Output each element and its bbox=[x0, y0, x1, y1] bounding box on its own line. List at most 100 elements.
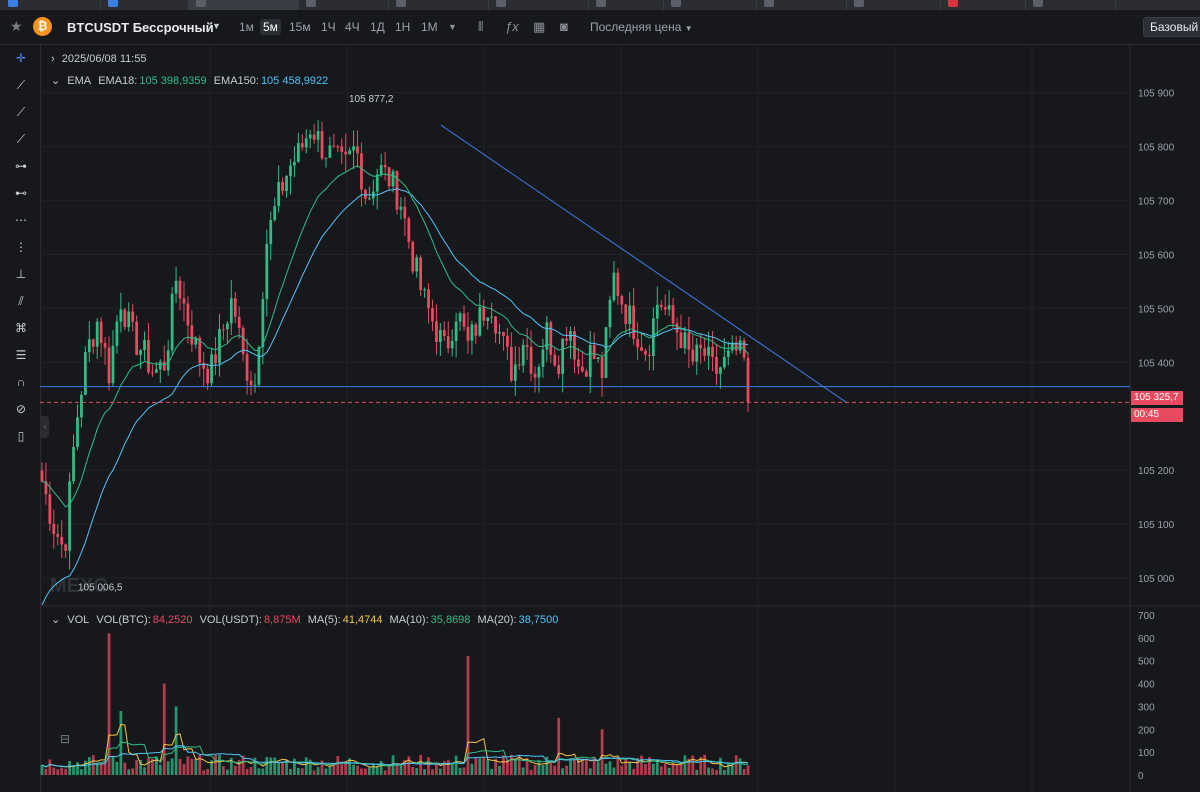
ray-icon[interactable]: ⟋ bbox=[16, 105, 26, 119]
volume-bar bbox=[462, 767, 466, 775]
candle-body bbox=[383, 165, 387, 168]
candle-body bbox=[190, 325, 194, 345]
browser-tab[interactable] bbox=[663, 0, 757, 10]
parallel-channel-icon[interactable]: ⫽ bbox=[18, 294, 24, 308]
mexc-watermark: MEXC bbox=[50, 575, 108, 597]
browser-tab[interactable] bbox=[488, 0, 589, 10]
volume-legend[interactable]: ⌄ VOL VOL(BTC): 84,2520 VOL(USDT): 8,875M … bbox=[51, 613, 562, 626]
crosshair-icon[interactable]: ✛ bbox=[15, 51, 27, 65]
candle-body bbox=[703, 348, 707, 356]
trend-line-icon[interactable]: ⟋ bbox=[16, 78, 26, 92]
candle-body bbox=[695, 344, 699, 362]
browser-tab[interactable] bbox=[846, 0, 941, 10]
interval-more-icon[interactable]: ▼ bbox=[448, 22, 457, 32]
horizontal-segment-icon[interactable]: ⋯ bbox=[15, 213, 27, 227]
browser-tab[interactable] bbox=[0, 0, 101, 10]
price-tick-label: 105 000 bbox=[1138, 574, 1175, 585]
interval-1h[interactable]: 1Ч bbox=[321, 20, 336, 34]
candle-body bbox=[328, 145, 332, 158]
ema-legend[interactable]: ⌄ EMA EMA18: 105 398,9359 EMA150: 105 458,… bbox=[51, 74, 332, 87]
volume-tick-label: 600 bbox=[1138, 634, 1155, 645]
candle-body bbox=[557, 365, 561, 374]
interval-1w[interactable]: 1Н bbox=[395, 20, 411, 34]
volume-bar bbox=[431, 769, 434, 775]
candle-body bbox=[379, 165, 383, 175]
candle-body bbox=[127, 311, 131, 327]
camera-icon[interactable]: ◙ bbox=[560, 19, 568, 34]
price-type-select[interactable]: Последняя цена ▼ bbox=[590, 20, 693, 34]
favorite-star-icon[interactable]: ★ bbox=[10, 18, 23, 34]
indicators-icon[interactable]: ƒx bbox=[505, 19, 519, 34]
candle-type-icon[interactable]: ⫴ bbox=[478, 19, 484, 34]
base-view-button[interactable]: Базовый bbox=[1143, 17, 1200, 37]
interval-15m[interactable]: 15м bbox=[289, 20, 311, 34]
ema-label: EMA bbox=[67, 75, 92, 87]
browser-tab[interactable] bbox=[940, 0, 1026, 10]
volume-bar bbox=[214, 754, 217, 775]
volume-tick-label: 200 bbox=[1138, 725, 1155, 736]
interval-4h[interactable]: 4Ч bbox=[345, 20, 360, 34]
candle-body bbox=[253, 384, 257, 386]
volume-bar bbox=[442, 761, 446, 775]
horizontal-ray-icon[interactable]: ⊶ bbox=[15, 159, 27, 173]
candle-body bbox=[608, 299, 612, 328]
candle-body bbox=[229, 298, 233, 324]
ma5-value: 41,4744 bbox=[342, 614, 383, 626]
volume-bar bbox=[87, 756, 91, 775]
delete-drawings-icon[interactable]: ▯ bbox=[17, 429, 25, 443]
hide-drawings-icon[interactable]: ⊘ bbox=[15, 402, 27, 416]
pattern-icon[interactable]: ⌘ bbox=[15, 321, 27, 335]
candle-body bbox=[549, 322, 553, 355]
volume-bar bbox=[249, 767, 253, 775]
price-tick-label: 105 100 bbox=[1138, 520, 1175, 531]
volume-bar bbox=[72, 765, 75, 775]
expand-caret-icon[interactable]: › bbox=[51, 53, 55, 65]
candle-body bbox=[170, 293, 174, 351]
interval-1m[interactable]: 1м bbox=[239, 20, 254, 34]
volume-tick-label: 700 bbox=[1138, 611, 1155, 622]
candle-body bbox=[604, 327, 608, 378]
volume-bar bbox=[699, 757, 703, 775]
volume-bar bbox=[257, 768, 261, 775]
horizontal-line-icon[interactable]: ⊷ bbox=[15, 186, 27, 200]
volume-bar bbox=[683, 755, 687, 775]
candle-body bbox=[139, 350, 142, 355]
browser-tab[interactable] bbox=[756, 0, 847, 10]
candle-body bbox=[64, 544, 68, 551]
browser-tab-active[interactable] bbox=[188, 0, 299, 10]
browser-tab[interactable] bbox=[588, 0, 664, 10]
symbol-dropdown-caret-icon[interactable]: ▼ bbox=[212, 21, 221, 31]
volume-settings-icon[interactable]: ⊟ bbox=[60, 732, 70, 746]
browser-tab[interactable] bbox=[388, 0, 489, 10]
collapse-caret-icon[interactable]: ⌄ bbox=[51, 75, 61, 87]
ema18-line bbox=[41, 165, 749, 508]
layout-icon[interactable]: ▦ bbox=[533, 19, 546, 34]
volume-bar bbox=[166, 761, 170, 775]
candle-body bbox=[162, 361, 166, 371]
volume-bar bbox=[502, 755, 505, 775]
browser-tab[interactable] bbox=[298, 0, 389, 10]
volume-bar bbox=[730, 765, 734, 775]
vertical-line-icon[interactable]: ⋮ bbox=[15, 240, 27, 254]
candle-body bbox=[722, 356, 726, 368]
collapse-caret-icon[interactable]: ⌄ bbox=[51, 614, 61, 626]
candle-body bbox=[667, 305, 671, 310]
interval-5m[interactable]: 5м bbox=[260, 19, 281, 35]
volume-bar bbox=[95, 763, 99, 775]
volume-bar bbox=[115, 761, 119, 775]
candle-body bbox=[482, 307, 486, 321]
browser-tab[interactable] bbox=[1025, 0, 1116, 10]
interval-1mo[interactable]: 1М bbox=[421, 20, 438, 34]
candle-body bbox=[730, 342, 734, 351]
magnet-icon[interactable]: ∩ bbox=[16, 375, 26, 389]
candle-body bbox=[273, 205, 277, 221]
extended-line-icon[interactable]: ⟋ bbox=[16, 132, 26, 146]
volume-bar bbox=[332, 763, 336, 775]
price-line-icon[interactable]: ⊥ bbox=[15, 267, 27, 281]
interval-1d[interactable]: 1Д bbox=[370, 20, 385, 34]
collapse-toolbar-icon[interactable]: ‹ bbox=[41, 416, 49, 438]
candle-body bbox=[40, 470, 44, 482]
fibonacci-icon[interactable]: ☰ bbox=[15, 348, 27, 362]
symbol-title[interactable]: BTCUSDT Бессрочный bbox=[67, 20, 214, 35]
